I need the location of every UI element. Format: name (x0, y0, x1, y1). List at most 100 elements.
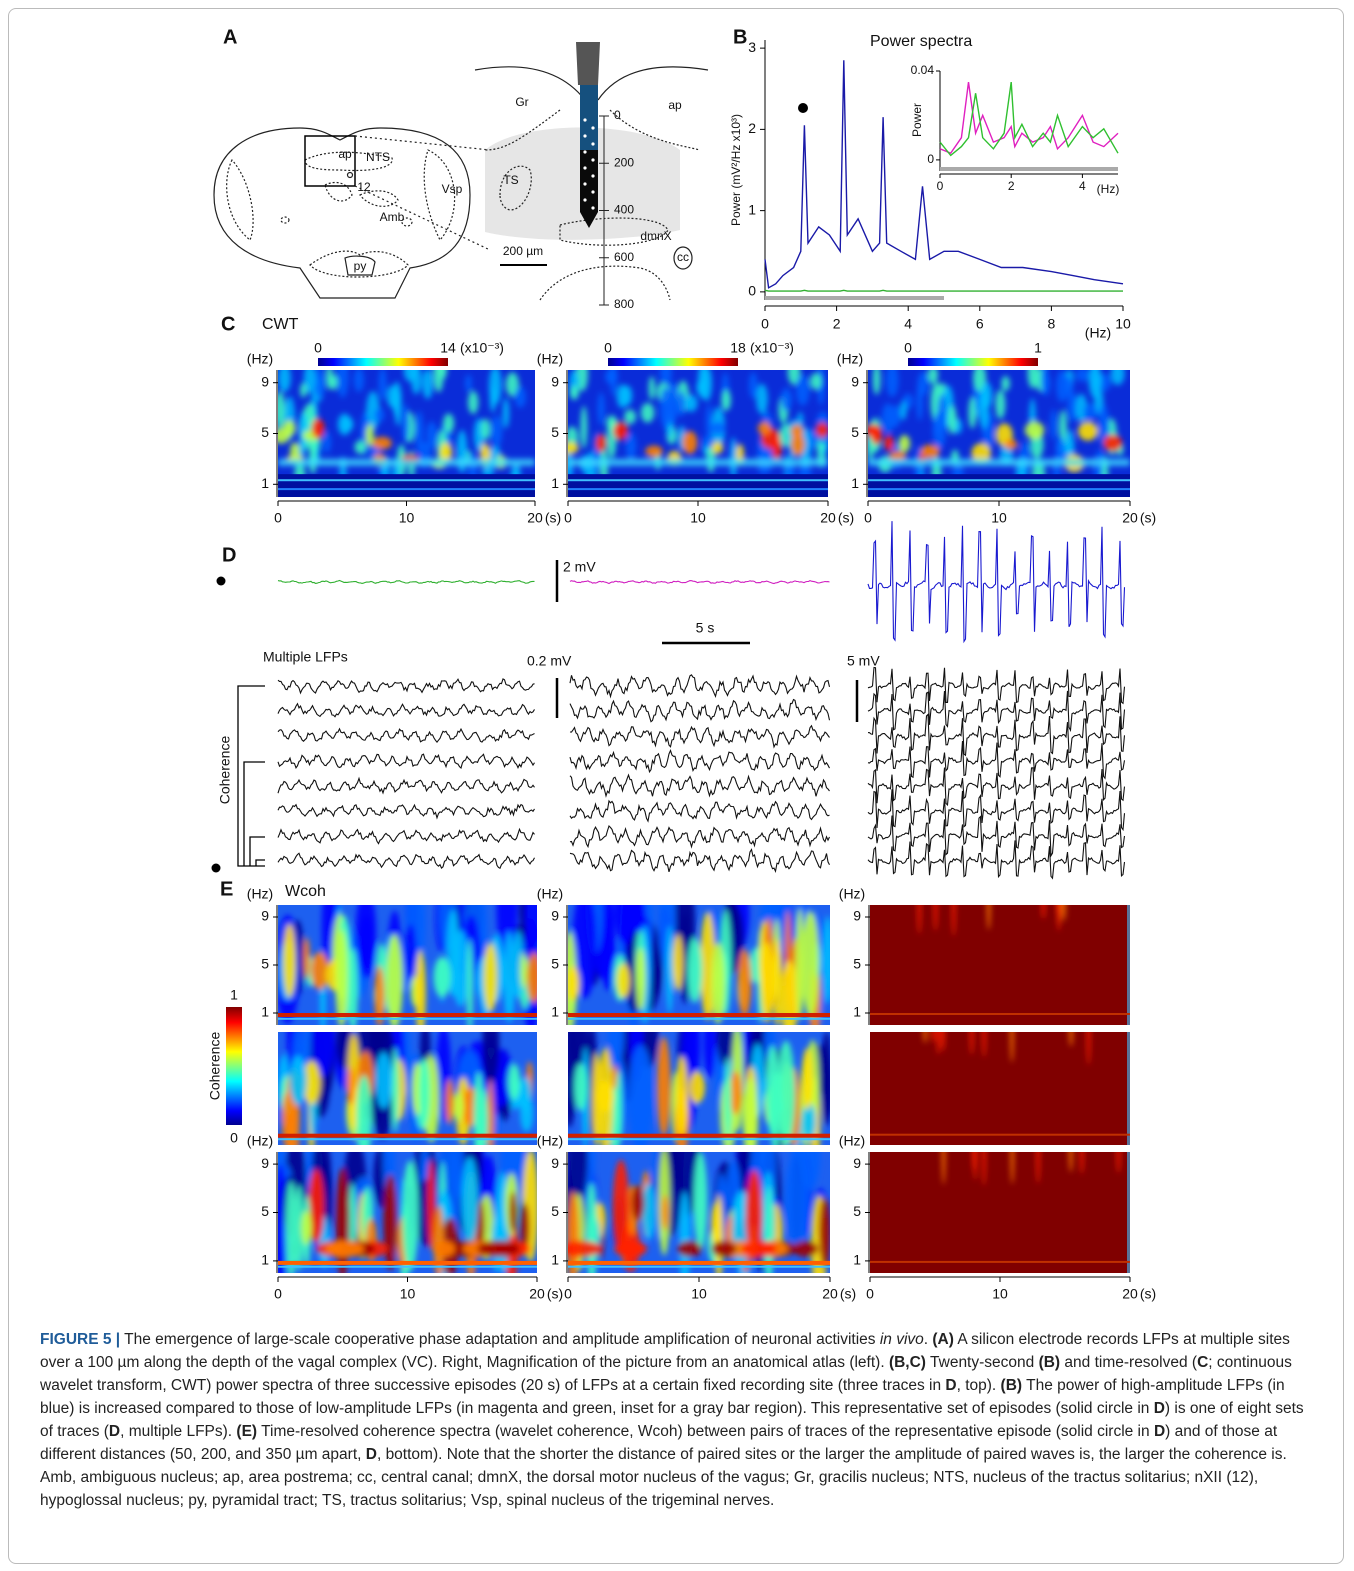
lfp-trace (277, 753, 535, 770)
x-tick-label: 20 (1122, 510, 1138, 526)
scale-label: 5 mV (847, 653, 880, 669)
blob (1024, 421, 1045, 440)
atlas-label: 12 (357, 180, 371, 194)
heatmap (568, 1032, 830, 1145)
x-unit-label: (s) (840, 1286, 856, 1302)
blob (568, 966, 580, 1002)
region-label: cc (677, 250, 689, 264)
blob (1041, 370, 1049, 391)
heatmap (870, 1032, 1130, 1145)
blob (568, 1240, 602, 1257)
blob (1098, 373, 1111, 392)
blob (1055, 435, 1066, 465)
lfp-trace (867, 740, 1126, 780)
gray-bar (765, 296, 944, 300)
caption-run: (A) (932, 1331, 954, 1348)
lfp-trace (867, 815, 1126, 858)
caption-run: ; continuous wavelet transform, CWT) pow… (40, 1354, 1292, 1394)
colorbar-label: 14 (440, 340, 456, 356)
blob (1086, 1032, 1091, 1066)
lfp-trace (277, 727, 535, 743)
blob (481, 464, 494, 478)
y-tick-label: 9 (551, 1155, 559, 1171)
blob (313, 370, 325, 399)
blob (730, 1071, 742, 1115)
panel-letter: D (222, 544, 236, 566)
blob (605, 370, 618, 385)
colorbar-label: 1 (1034, 340, 1042, 356)
inset-y-tick-label: 0.04 (911, 63, 935, 77)
blob (1056, 905, 1061, 932)
blob (1075, 370, 1090, 382)
caption-run: Twenty-second (925, 1354, 1039, 1371)
region-label: Gr (515, 95, 528, 109)
blob (1088, 370, 1102, 399)
band (568, 1138, 830, 1141)
blob (951, 905, 956, 937)
inset-x-tick-label: 0 (937, 179, 944, 193)
caption-run: (E) (236, 1423, 258, 1440)
blob (780, 960, 799, 1025)
blob (502, 397, 510, 429)
y-unit-label: (Hz) (837, 351, 863, 367)
blob (615, 1070, 623, 1145)
caption-run: The power of high-amplitude LFPs (in blu… (40, 1377, 1285, 1417)
blob (809, 373, 822, 390)
band (868, 474, 1130, 497)
y-tick-label: 9 (851, 373, 859, 389)
blob (456, 429, 468, 474)
blob (819, 1197, 830, 1268)
blob (684, 394, 698, 412)
blob (628, 1045, 654, 1145)
caption-run: FIGURE 5 | (40, 1331, 121, 1348)
blob (648, 376, 656, 401)
blob (923, 1032, 928, 1044)
heatmap (868, 370, 1130, 497)
colorbar-title: Coherence (207, 1032, 223, 1101)
x-unit-label: (s) (1140, 1286, 1156, 1302)
blob (325, 1240, 365, 1257)
heatmap-blobs (568, 1152, 830, 1273)
blob (936, 1032, 941, 1055)
y-unit-label: (Hz) (247, 351, 273, 367)
lfp-trace (867, 521, 1126, 644)
blob (336, 1032, 352, 1070)
y-tick-label: 5 (853, 1203, 861, 1219)
lfp-trace (867, 767, 1126, 807)
band (278, 1133, 537, 1138)
band (568, 458, 828, 466)
caption-run: D (1153, 1400, 1165, 1417)
blob (815, 422, 828, 438)
lfp-trace (867, 789, 1126, 832)
blob (1062, 905, 1067, 921)
blob (971, 442, 992, 464)
blob (386, 934, 403, 1025)
blob (337, 413, 352, 436)
atlas-label: ap (338, 147, 352, 161)
lfp-trace (277, 827, 535, 845)
blob (972, 1152, 977, 1172)
inset-y-tick-label: 0 (927, 152, 934, 166)
blob (737, 949, 752, 1017)
blob (520, 952, 527, 989)
blob (900, 400, 907, 420)
y-unit-label: (Hz) (247, 1133, 273, 1149)
scale-bars (555, 560, 859, 722)
lfp-trace (569, 799, 830, 823)
blob (378, 370, 387, 400)
x-tick-label: 20 (527, 510, 543, 526)
blob (677, 390, 686, 417)
blob (640, 402, 655, 423)
band (568, 1260, 830, 1265)
colorbar-label: 0 (314, 340, 322, 356)
blob (355, 905, 377, 969)
colorbar (608, 358, 738, 366)
blob (1041, 905, 1046, 920)
blob (1036, 1152, 1041, 1184)
y-axis-label: Power (mV²/Hz x10³) (729, 114, 743, 226)
blob (625, 432, 637, 460)
blob (433, 370, 444, 393)
panel-title: CWT (262, 316, 299, 333)
blob (346, 1066, 355, 1106)
blob (526, 952, 537, 1003)
